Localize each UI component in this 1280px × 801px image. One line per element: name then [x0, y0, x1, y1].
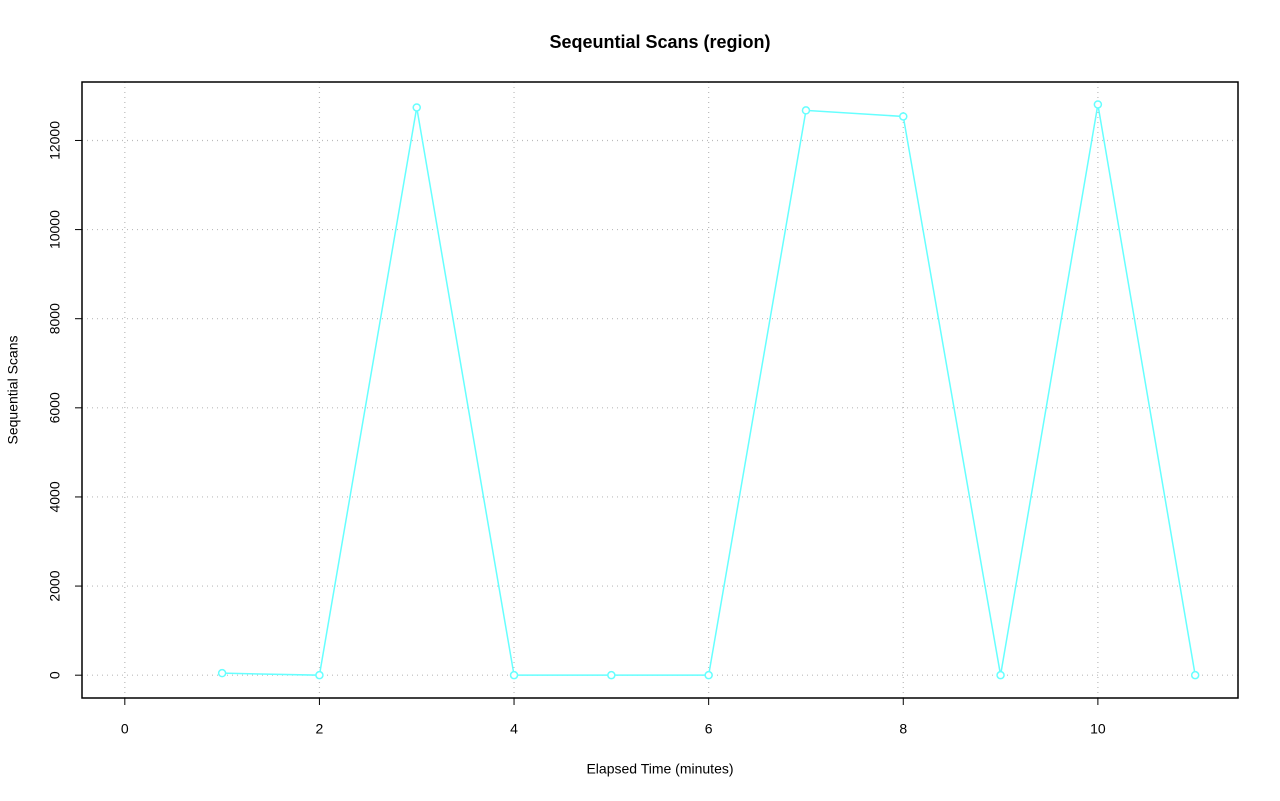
chart-title: Seqeuntial Scans (region) [549, 32, 770, 52]
point [801, 106, 811, 115]
y-axis-label: Sequential Scans [5, 336, 21, 445]
y-tick-label: 4000 [47, 481, 63, 512]
point [996, 670, 1005, 680]
series-line [222, 104, 1196, 676]
point [217, 668, 227, 678]
point [509, 670, 519, 680]
x-axis-label: Elapsed Time (minutes) [586, 761, 733, 777]
point [412, 103, 421, 112]
y-tick-label: 6000 [47, 392, 63, 423]
y-tick-label: 10000 [47, 210, 63, 249]
y-tick-label: 0 [47, 671, 63, 679]
y-tick-label: 12000 [47, 121, 63, 160]
y-tick-label: 8000 [47, 303, 63, 334]
point [704, 670, 713, 680]
point [899, 112, 908, 121]
x-tick-label: 8 [899, 721, 907, 737]
point [607, 670, 616, 680]
x-tick-label: 0 [121, 721, 129, 737]
x-tick-label: 2 [316, 721, 324, 737]
point [315, 670, 324, 680]
point [1093, 100, 1103, 109]
point [1190, 670, 1200, 680]
plot-frame [81, 81, 1239, 699]
x-tick-label: 6 [705, 721, 713, 737]
x-tick-label: 10 [1090, 721, 1106, 737]
y-tick-label: 2000 [47, 570, 63, 601]
x-tick-label: 4 [510, 721, 518, 737]
